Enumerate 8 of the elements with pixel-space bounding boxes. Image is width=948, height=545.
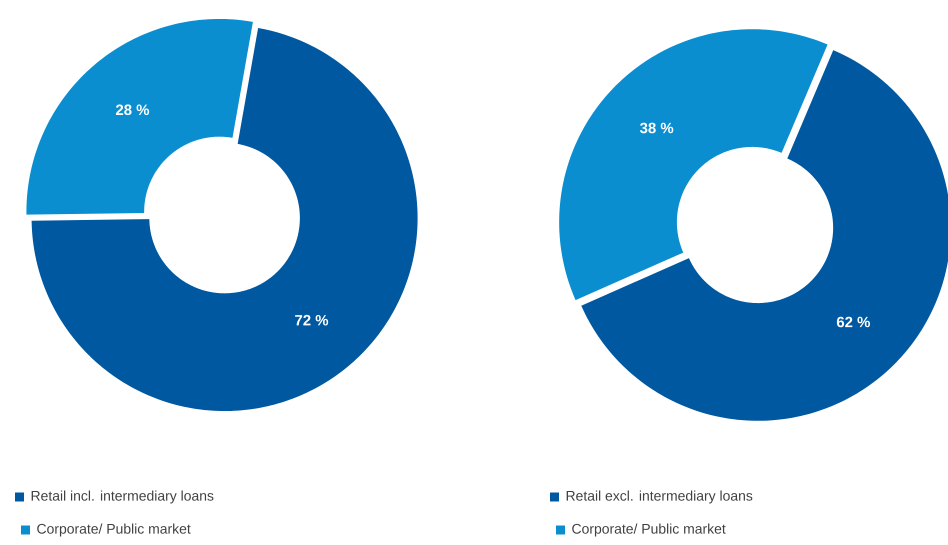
data-label: 38 %: [640, 122, 674, 134]
data-label: 72 %: [295, 314, 328, 326]
legend-label: Corporate/ Public market: [572, 523, 726, 536]
legend-label: Corporate/ Public market: [37, 523, 191, 536]
legend-label: Retail incl. intermediary loans: [32, 490, 214, 504]
data-label: 62 %: [836, 316, 870, 328]
legend-label: Retail excl. intermediary loans: [566, 490, 752, 504]
data-label: 28 %: [116, 104, 150, 116]
